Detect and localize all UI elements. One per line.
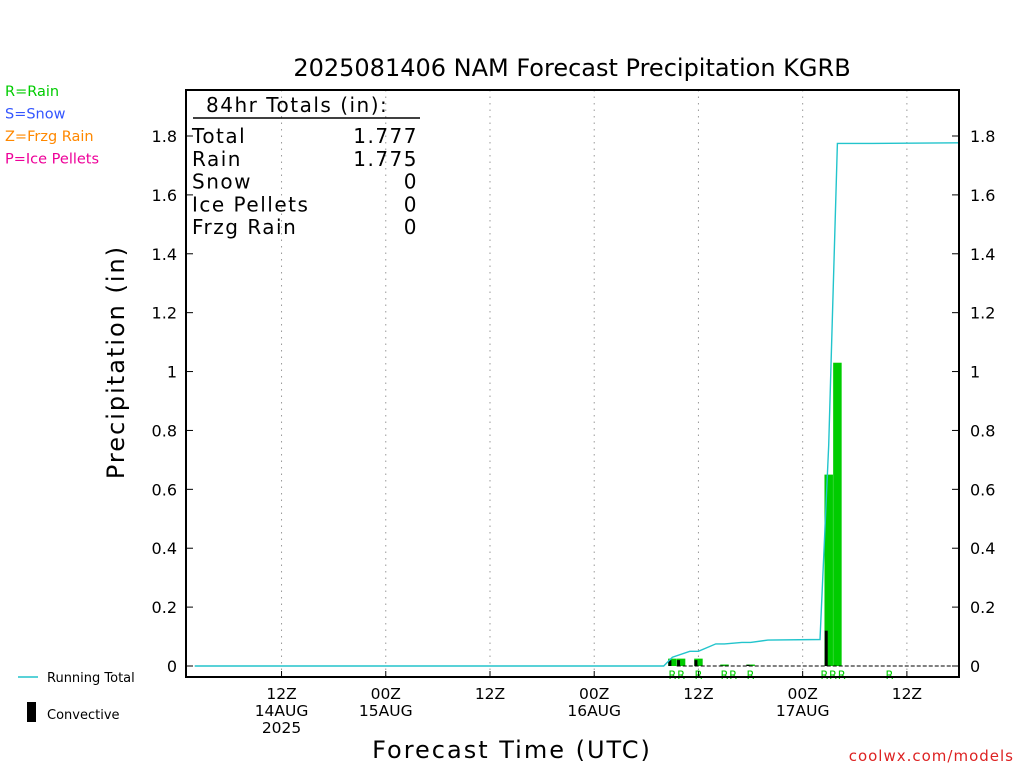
x-tick-label: 12Z: [266, 685, 296, 703]
y-axis-left: 0 0.2 0.4 0.6 0.8 1 1.2 1.4 1.6 1.8: [152, 127, 193, 676]
precip-bar: [676, 658, 686, 666]
running-total-legend: Running Total: [18, 671, 135, 686]
y-tick-label-right: 1.2: [970, 304, 995, 323]
y-tick-label-left: 1.4: [152, 245, 177, 264]
precip-type-mark: R: [668, 668, 676, 682]
y-axis-label: Precipitation (in): [102, 245, 130, 479]
x-tick-label: 15AUG: [359, 702, 413, 720]
x-tick-label: 00Z: [579, 685, 609, 703]
x-axis-label: Forecast Time (UTC): [372, 736, 652, 764]
convective-bar: [677, 660, 681, 666]
convective-bar: [668, 660, 672, 666]
precip-type-legend: R=Rain S=Snow Z=Frzg Rain P=Ice Pellets: [5, 84, 99, 168]
y-tick-label-left: 1.8: [152, 127, 177, 146]
chart-title: 2025081406 NAM Forecast Precipitation KG…: [293, 54, 850, 82]
totals-row-label: Snow: [192, 170, 252, 194]
convective-legend-label: Convective: [47, 708, 120, 723]
y-tick-label-left: 0.8: [152, 421, 177, 440]
x-tick-label: 17AUG: [776, 702, 830, 720]
precip-bar: [833, 362, 842, 666]
x-tick-label: 16AUG: [567, 702, 621, 720]
y-tick-label-right: 0.4: [970, 539, 995, 558]
totals-row-label: Frzg Rain: [192, 215, 297, 239]
x-tick-label: 12Z: [892, 685, 922, 703]
convective-legend: Convective: [27, 702, 120, 723]
precip-type-mark: R: [829, 668, 837, 682]
precip-type-mark: R: [886, 668, 894, 682]
precip-legend-item: S=Snow: [5, 107, 66, 123]
y-tick-label-right: 0.8: [970, 421, 995, 440]
convective-bar: [746, 664, 750, 666]
totals-row-label: Ice Pellets: [192, 192, 309, 216]
precip-type-mark: R: [838, 668, 846, 682]
precip-legend-item: Z=Frzg Rain: [5, 129, 94, 145]
y-tick-label-left: 0.4: [152, 539, 177, 558]
convective-bars: [668, 630, 828, 667]
totals-row-value: 0: [404, 170, 418, 194]
precip-type-mark: R: [747, 668, 755, 682]
y-tick-label-right: 0: [970, 657, 980, 676]
y-tick-label-left: 0.2: [152, 598, 177, 617]
precip-bar: [720, 664, 729, 666]
precip-bar: [668, 658, 677, 666]
x-tick-label: 14AUG: [255, 702, 309, 720]
precip-legend-item: P=Ice Pellets: [5, 152, 99, 168]
totals-row-label: Rain: [192, 147, 242, 171]
y-tick-label-left: 0.6: [152, 480, 177, 499]
totals-row-value: 0: [404, 192, 418, 216]
x-tick-label: 2025: [262, 719, 301, 737]
running-total-legend-label: Running Total: [47, 671, 135, 686]
running-total-line: [194, 142, 960, 667]
x-tick-label: 00Z: [371, 685, 401, 703]
y-tick-label-right: 1.6: [970, 186, 995, 205]
y-tick-label-right: 1.8: [970, 127, 995, 146]
totals-row-value: 0: [404, 215, 418, 239]
convective-legend-swatch: [27, 702, 36, 722]
y-tick-label-right: 1.4: [970, 245, 995, 264]
x-tick-label: 12Z: [683, 685, 713, 703]
precip-bar: [694, 658, 703, 666]
precip-bar: [824, 474, 833, 666]
precip-bars: [668, 362, 842, 666]
y-tick-label-left: 1.6: [152, 186, 177, 205]
plot-frame: [185, 89, 960, 678]
precip-type-mark: R: [677, 668, 685, 682]
y-tick-label-right: 0.6: [970, 480, 995, 499]
convective-bar: [824, 630, 828, 666]
credit-link[interactable]: coolwx.com/models: [849, 747, 1014, 765]
x-tick-label: 00Z: [787, 685, 817, 703]
y-tick-label-left: 1.2: [152, 304, 177, 323]
precip-legend-item: R=Rain: [5, 84, 59, 100]
x-tick-label: 12Z: [475, 685, 505, 703]
totals-row-value: 1.775: [353, 147, 418, 171]
grid-lines: [281, 90, 908, 677]
y-tick-label-left: 1: [167, 363, 177, 382]
precip-type-mark: R: [729, 668, 737, 682]
totals-header: 84hr Totals (in):: [206, 93, 388, 117]
convective-bar: [694, 660, 698, 666]
totals-row-value: 1.777: [353, 124, 418, 148]
y-axis-right: 0 0.2 0.4 0.6 0.8 1 1.2 1.4 1.6 1.8: [952, 127, 995, 676]
y-tick-label-left: 0: [167, 657, 177, 676]
precip-type-marks: RRRRRRRRRR: [668, 668, 893, 682]
y-tick-label-right: 0.2: [970, 598, 995, 617]
precip-bar: [746, 664, 755, 666]
y-tick-label-right: 1: [970, 363, 980, 382]
totals-box: 84hr Totals (in): Total 1.777 Rain 1.775 Snow…: [191, 93, 420, 239]
precip-type-mark: R: [820, 668, 828, 682]
precip-type-mark: R: [720, 668, 728, 682]
totals-row-label: Total: [191, 124, 246, 148]
